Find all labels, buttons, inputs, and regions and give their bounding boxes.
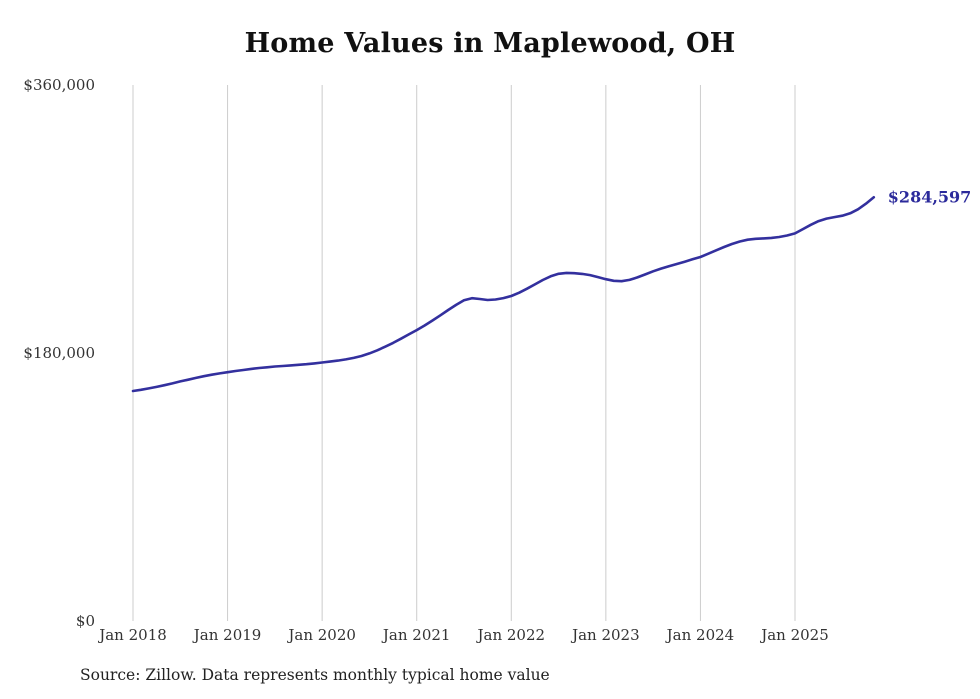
- end-value-label: $284,597: [888, 187, 972, 206]
- y-tick-label: $360,000: [23, 76, 95, 94]
- chart-title: Home Values in Maplewood, OH: [244, 28, 736, 59]
- x-tick-label: Jan 2018: [97, 626, 167, 644]
- x-tick-label: Jan 2020: [286, 626, 356, 644]
- x-tick-label: Jan 2022: [476, 626, 546, 644]
- y-tick-label: $0: [76, 612, 95, 630]
- x-tick-label: Jan 2023: [570, 626, 640, 644]
- value-line: [131, 196, 876, 393]
- x-tick-label: Jan 2021: [381, 626, 451, 644]
- x-tick-label: Jan 2019: [192, 626, 262, 644]
- y-tick-label: $180,000: [23, 344, 95, 362]
- source-note: Source: Zillow. Data represents monthly …: [80, 666, 550, 684]
- x-tick-label: Jan 2024: [665, 626, 735, 644]
- x-tick-label: Jan 2025: [759, 626, 829, 644]
